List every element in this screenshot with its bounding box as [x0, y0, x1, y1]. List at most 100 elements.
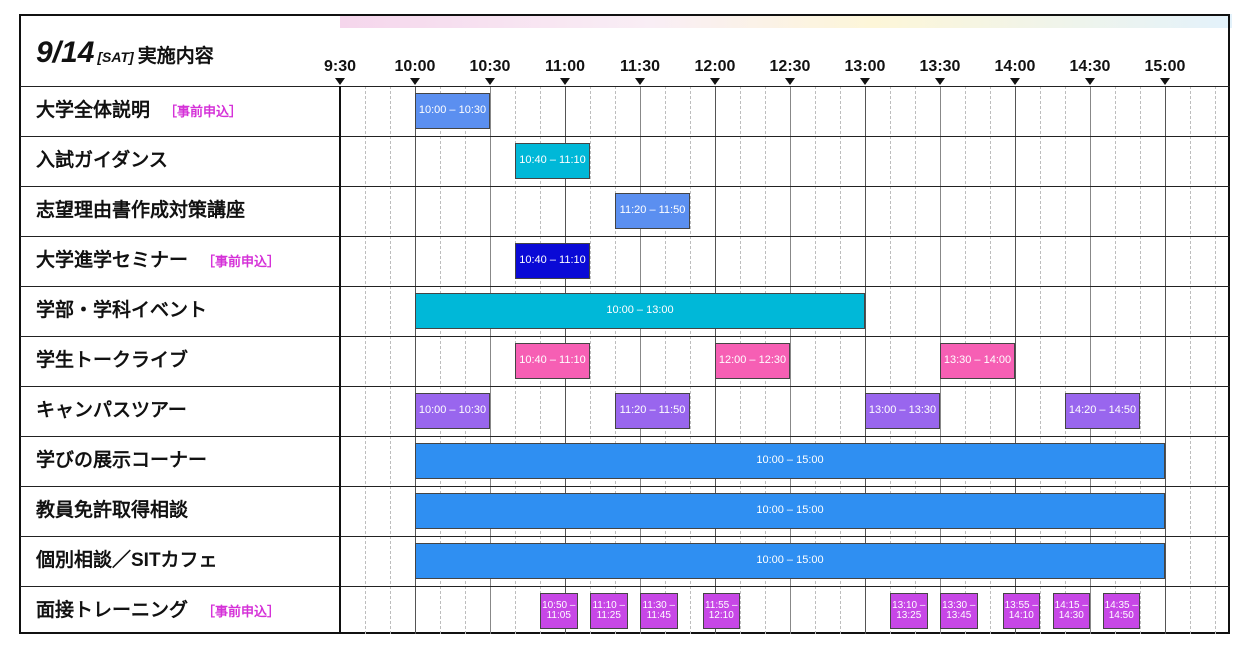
row-label: 個別相談／SITカフェ	[36, 536, 218, 586]
row-label-text: 志望理由書作成対策講座	[36, 200, 246, 221]
row-label-text: 入試ガイダンス	[36, 150, 168, 171]
row-label: 面接トレーニング ［事前申込］	[36, 586, 280, 636]
grid-line-10min	[615, 86, 616, 634]
row-label-text: 学部・学科イベント	[36, 300, 208, 321]
grid-line-half-hour	[1090, 86, 1091, 634]
row-label-text: 学生トークライブ	[36, 350, 189, 371]
grid-line-10min	[1215, 86, 1216, 634]
grid-line-10min	[1115, 86, 1116, 634]
grid-line-10min	[1140, 86, 1141, 634]
row-label-text: 大学進学セミナー	[36, 250, 189, 271]
time-label: 14:00	[994, 58, 1036, 75]
event-block[interactable]: 10:00 – 13:00	[415, 293, 865, 329]
grid-line-hour	[1015, 86, 1016, 634]
time-tick-arrow	[935, 78, 945, 85]
event-block[interactable]: 12:00 – 12:30	[715, 343, 790, 379]
grid-line-10min	[465, 86, 466, 634]
row-divider	[20, 136, 1230, 137]
row-divider	[20, 236, 1230, 237]
grid-line-10min	[840, 86, 841, 634]
schedule-frame	[19, 14, 1230, 634]
event-block[interactable]: 14:15 – 14:30	[1052, 593, 1090, 629]
time-tick-arrow	[1010, 78, 1020, 85]
header-gradient-stripe	[340, 14, 1232, 28]
time-label: 12:30	[769, 58, 811, 75]
row-label: 入試ガイダンス	[36, 136, 168, 186]
grid-line-10min	[390, 86, 391, 634]
time-label: 13:30	[919, 58, 961, 75]
row-divider	[20, 586, 1230, 587]
event-block[interactable]: 11:10 – 11:25	[590, 593, 628, 629]
event-block[interactable]: 10:40 – 11:10	[515, 343, 590, 379]
row-label: キャンパスツアー	[36, 386, 187, 436]
time-label: 11:30	[619, 58, 661, 75]
time-tick-arrow	[335, 78, 345, 85]
event-block[interactable]: 10:40 – 11:10	[515, 143, 590, 179]
title-weekday: [SAT]	[97, 49, 134, 65]
schedule-title: 9/14 [SAT] 実施内容	[36, 36, 214, 70]
time-tick-arrow	[560, 78, 570, 85]
row-label-text: 大学全体説明	[36, 100, 151, 121]
event-block[interactable]: 14:20 – 14:50	[1065, 393, 1140, 429]
event-block[interactable]: 11:20 – 11:50	[615, 193, 690, 229]
grid-line-half-hour	[640, 86, 641, 634]
time-tick-arrow	[485, 78, 495, 85]
row-label-text: 個別相談／SITカフェ	[36, 550, 218, 571]
row-divider	[20, 86, 1230, 87]
event-block[interactable]: 13:10 – 13:25	[890, 593, 928, 629]
event-block[interactable]: 10:00 – 15:00	[415, 443, 1165, 479]
row-divider	[20, 286, 1230, 287]
grid-line-half-hour	[490, 86, 491, 634]
row-label: 志望理由書作成対策講座	[36, 186, 245, 236]
row-label: 教員免許取得相談	[36, 486, 188, 536]
row-label: 学びの展示コーナー	[36, 436, 207, 486]
time-label: 10:00	[394, 58, 436, 75]
row-divider	[20, 486, 1230, 487]
grid-line-hour	[1165, 86, 1166, 634]
row-label-text: 学びの展示コーナー	[36, 450, 208, 471]
grid-line-half-hour	[790, 86, 791, 634]
grid-line-10min	[665, 86, 666, 634]
grid-line-10min	[690, 86, 691, 634]
event-block[interactable]: 10:40 – 11:10	[515, 243, 590, 279]
event-block[interactable]: 10:50 – 11:05	[540, 593, 578, 629]
time-label: 14:30	[1069, 58, 1111, 75]
grid-line-10min	[590, 86, 591, 634]
event-block[interactable]: 11:55 – 12:10	[702, 593, 740, 629]
event-block[interactable]: 13:30 – 13:45	[940, 593, 978, 629]
title-label: 実施内容	[137, 46, 214, 67]
time-tick-arrow	[1160, 78, 1170, 85]
time-label: 12:00	[694, 58, 736, 75]
row-label: 大学進学セミナー ［事前申込］	[36, 236, 280, 286]
event-block[interactable]: 10:00 – 10:30	[415, 393, 490, 429]
grid-line-hour	[865, 86, 866, 634]
event-block[interactable]: 13:55 – 14:10	[1002, 593, 1040, 629]
pre-registration-note: ［事前申込］	[202, 604, 281, 619]
pre-registration-note: ［事前申込］	[164, 104, 243, 119]
time-label: 15:00	[1144, 58, 1186, 75]
event-block[interactable]: 10:00 – 15:00	[415, 543, 1165, 579]
grid-line-10min	[1190, 86, 1191, 634]
event-block[interactable]: 10:00 – 10:30	[415, 93, 490, 129]
time-label: 11:00	[544, 58, 586, 75]
row-divider	[20, 186, 1230, 187]
time-label: 9:30	[323, 58, 357, 75]
label-column-divider	[339, 86, 341, 634]
grid-line-10min	[365, 86, 366, 634]
row-divider	[20, 536, 1230, 537]
event-block[interactable]: 14:35 – 14:50	[1102, 593, 1140, 629]
event-block[interactable]: 11:30 – 11:45	[640, 593, 678, 629]
row-divider	[20, 386, 1230, 387]
event-block[interactable]: 13:30 – 14:00	[940, 343, 1015, 379]
row-divider	[20, 336, 1230, 337]
event-block[interactable]: 11:20 – 11:50	[615, 393, 690, 429]
grid-line-10min	[1065, 86, 1066, 634]
event-block[interactable]: 13:00 – 13:30	[865, 393, 940, 429]
time-tick-arrow	[1085, 78, 1095, 85]
row-label: 大学全体説明 ［事前申込］	[36, 86, 242, 136]
time-tick-arrow	[860, 78, 870, 85]
row-label-text: キャンパスツアー	[36, 400, 187, 421]
event-block[interactable]: 10:00 – 15:00	[415, 493, 1165, 529]
row-divider	[20, 436, 1230, 437]
row-label-text: 教員免許取得相談	[36, 500, 189, 521]
